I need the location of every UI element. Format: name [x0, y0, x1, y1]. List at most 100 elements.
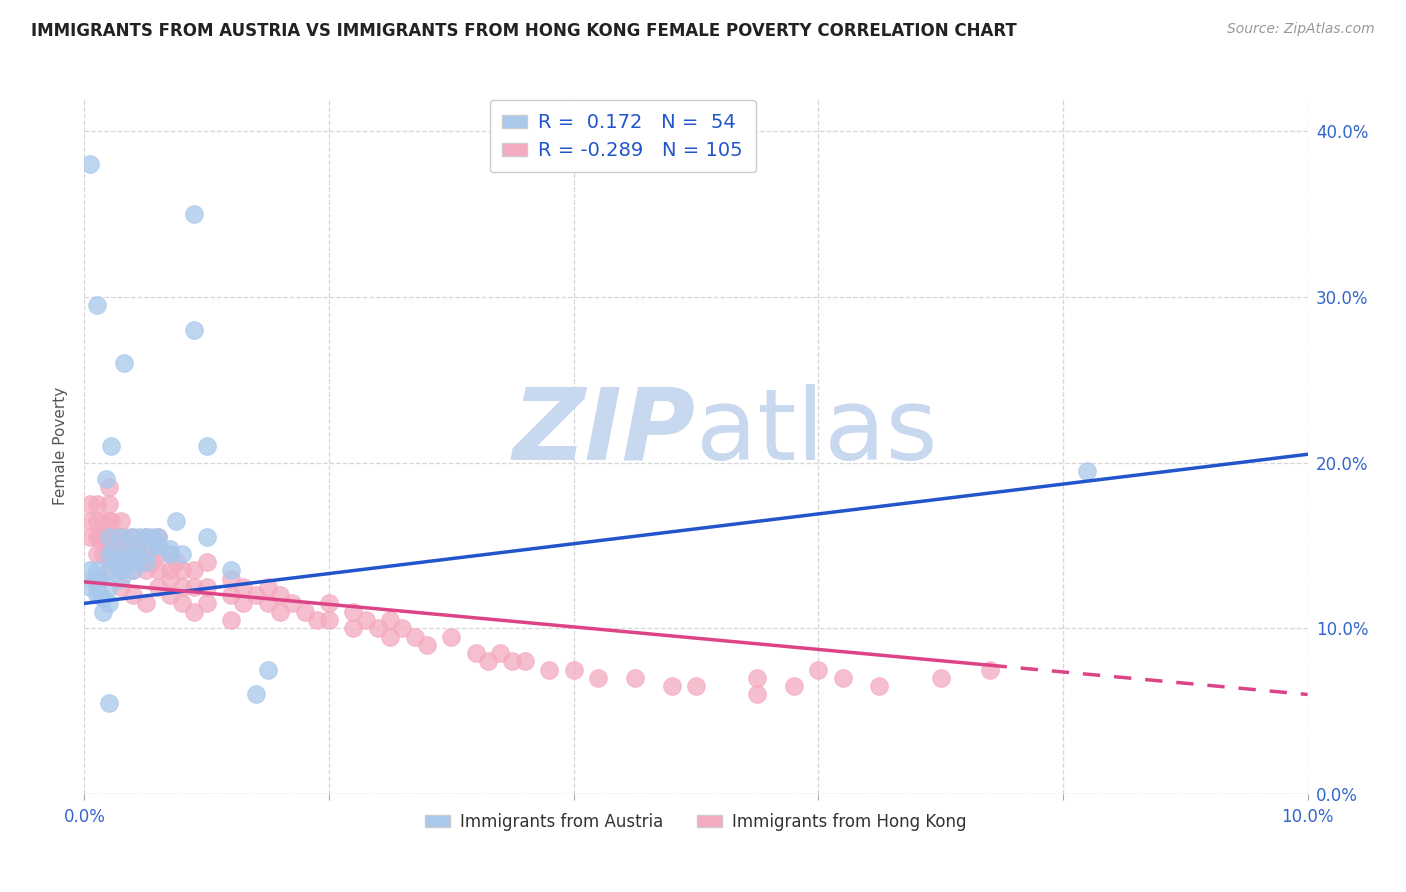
Point: [624, 671, 647, 685]
Point: [86, 580, 108, 594]
Point: [120, 530, 142, 544]
Point: [232, 580, 254, 594]
Point: [146, 538, 169, 552]
Point: [195, 580, 218, 594]
Point: [104, 555, 127, 569]
Point: [79, 563, 101, 577]
Point: [110, 538, 132, 552]
Point: [342, 621, 364, 635]
Point: [391, 621, 413, 635]
Point: [586, 671, 609, 685]
Point: [97, 547, 120, 561]
Point: [97, 696, 120, 710]
Point: [269, 605, 291, 619]
Point: [183, 323, 205, 337]
Point: [91, 547, 114, 561]
Point: [110, 580, 132, 594]
Point: [257, 580, 280, 594]
Point: [146, 547, 169, 561]
Point: [97, 480, 120, 494]
Point: [86, 298, 108, 312]
Point: [183, 605, 205, 619]
Point: [79, 497, 101, 511]
Point: [122, 530, 145, 544]
Point: [141, 555, 163, 569]
Point: [489, 646, 512, 660]
Point: [125, 547, 148, 561]
Point: [104, 555, 127, 569]
Point: [87, 572, 110, 586]
Point: [513, 654, 536, 668]
Point: [367, 621, 389, 635]
Point: [979, 663, 1001, 677]
Point: [477, 654, 499, 668]
Point: [135, 555, 157, 569]
Point: [380, 630, 402, 644]
Point: [159, 541, 181, 556]
Point: [79, 530, 101, 544]
Point: [86, 497, 108, 511]
Point: [172, 563, 194, 577]
Point: [1076, 464, 1098, 478]
Point: [100, 439, 122, 453]
Point: [135, 547, 157, 561]
Point: [159, 572, 181, 586]
Point: [122, 563, 145, 577]
Point: [120, 547, 142, 561]
Point: [83, 572, 105, 586]
Text: IMMIGRANTS FROM AUSTRIA VS IMMIGRANTS FROM HONG KONG FEMALE POVERTY CORRELATION : IMMIGRANTS FROM AUSTRIA VS IMMIGRANTS FR…: [31, 22, 1017, 40]
Point: [245, 688, 267, 702]
Point: [135, 596, 157, 610]
Point: [110, 547, 132, 561]
Point: [354, 613, 377, 627]
Point: [146, 530, 169, 544]
Point: [122, 547, 145, 561]
Point: [562, 663, 585, 677]
Point: [97, 580, 120, 594]
Point: [91, 605, 114, 619]
Point: [747, 671, 769, 685]
Point: [269, 588, 291, 602]
Point: [128, 547, 150, 561]
Point: [122, 547, 145, 561]
Point: [122, 555, 145, 569]
Point: [159, 547, 181, 561]
Point: [86, 530, 108, 544]
Legend: Immigrants from Austria, Immigrants from Hong Kong: Immigrants from Austria, Immigrants from…: [419, 806, 973, 838]
Point: [86, 547, 108, 561]
Point: [141, 530, 163, 544]
Point: [172, 547, 194, 561]
Point: [110, 530, 132, 544]
Point: [97, 563, 120, 577]
Point: [97, 547, 120, 561]
Point: [122, 563, 145, 577]
Point: [380, 613, 402, 627]
Point: [122, 588, 145, 602]
Point: [257, 596, 280, 610]
Point: [183, 563, 205, 577]
Point: [86, 588, 108, 602]
Point: [110, 563, 132, 577]
Point: [86, 572, 108, 586]
Point: [219, 588, 242, 602]
Point: [404, 630, 426, 644]
Point: [146, 563, 169, 577]
Point: [661, 679, 683, 693]
Point: [104, 547, 127, 561]
Point: [97, 530, 120, 544]
Point: [97, 514, 120, 528]
Point: [165, 514, 187, 528]
Point: [87, 530, 110, 544]
Point: [135, 555, 157, 569]
Point: [86, 563, 108, 577]
Point: [89, 588, 111, 602]
Y-axis label: Female Poverty: Female Poverty: [53, 387, 69, 505]
Point: [165, 555, 187, 569]
Point: [110, 563, 132, 577]
Point: [146, 538, 169, 552]
Point: [146, 530, 169, 544]
Point: [245, 588, 267, 602]
Point: [538, 663, 561, 677]
Point: [281, 596, 304, 610]
Point: [747, 688, 769, 702]
